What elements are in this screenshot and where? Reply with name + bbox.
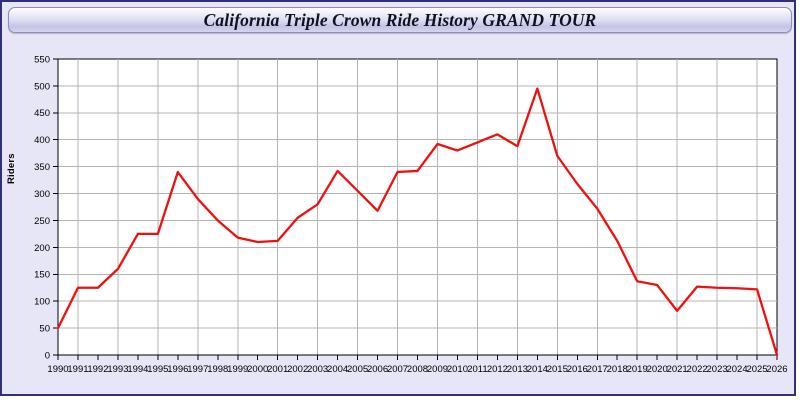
y-tick-label: 550	[34, 54, 50, 65]
x-tick-label: 2000	[247, 364, 268, 375]
x-tick-label: 2011	[467, 364, 487, 375]
y-tick-label: 0	[45, 350, 50, 361]
x-tick-label: 1999	[227, 364, 248, 375]
x-tick-label: 1993	[107, 364, 128, 375]
x-tick-label: 2023	[707, 364, 728, 375]
x-tick-label: 2014	[527, 364, 548, 375]
x-tick-label: 2004	[327, 364, 348, 375]
plot-container: Riders 0 50 100 150 200 250 300 350 400 450 500 550…	[2, 36, 794, 394]
x-tick-label: 2001	[267, 364, 288, 375]
x-tick-label: 1994	[127, 364, 148, 375]
y-tick-label: 250	[34, 216, 50, 227]
y-tick-label: 350	[34, 162, 50, 173]
title-bar: California Triple Crown Ride History GRA…	[8, 7, 792, 33]
x-tick-label: 2025	[746, 364, 767, 375]
x-tick-label: 1996	[167, 364, 188, 375]
x-tick-label: 2015	[547, 364, 568, 375]
x-tick-label: 2020	[647, 364, 668, 375]
x-tick-label: 1998	[207, 364, 228, 375]
y-tick-label: 300	[34, 189, 50, 200]
data-line-riders	[56, 87, 779, 357]
x-tick-label: 2010	[447, 364, 468, 375]
y-tick-label: 200	[34, 243, 50, 254]
x-tick-label: 2002	[287, 364, 308, 375]
y-tick-label: 450	[34, 108, 50, 119]
y-tick-label: 150	[34, 270, 50, 281]
x-tick-label: 2003	[307, 364, 328, 375]
x-tick-label: 1990	[47, 364, 68, 375]
y-tick-label: 50	[39, 323, 50, 334]
x-tick-label: 2016	[567, 364, 588, 375]
page-title: California Triple Crown Ride History GRA…	[203, 9, 597, 30]
x-tick-label: 2026	[766, 364, 787, 375]
x-tick-label: 2005	[347, 364, 368, 375]
y-tick-label: 100	[34, 297, 50, 308]
x-tick-label: 1991	[67, 364, 88, 375]
x-tick-label: 2019	[627, 364, 648, 375]
x-tick-label: 1997	[187, 364, 208, 375]
x-tick-label: 2017	[587, 364, 608, 375]
y-tick-label: 500	[34, 81, 50, 92]
y-tick-label: 400	[34, 135, 50, 146]
x-tick-label: 2007	[387, 364, 408, 375]
x-tick-label: 2022	[687, 364, 708, 375]
x-tick-label: 2008	[407, 364, 428, 375]
x-tick-label: 2021	[667, 364, 688, 375]
x-tick-label: 1992	[87, 364, 108, 375]
x-tick-label: 2018	[607, 364, 628, 375]
line-chart: 0501001502002503003504004505005501990199…	[34, 54, 787, 375]
x-tick-label: 2013	[507, 364, 528, 375]
x-tick-label: 2009	[427, 364, 448, 375]
x-tick-label: 1995	[147, 364, 168, 375]
x-tick-label: 2006	[367, 364, 388, 375]
plot-background	[57, 58, 778, 356]
x-tick-label: 2024	[726, 364, 747, 375]
x-tick-label: 2012	[487, 364, 508, 375]
